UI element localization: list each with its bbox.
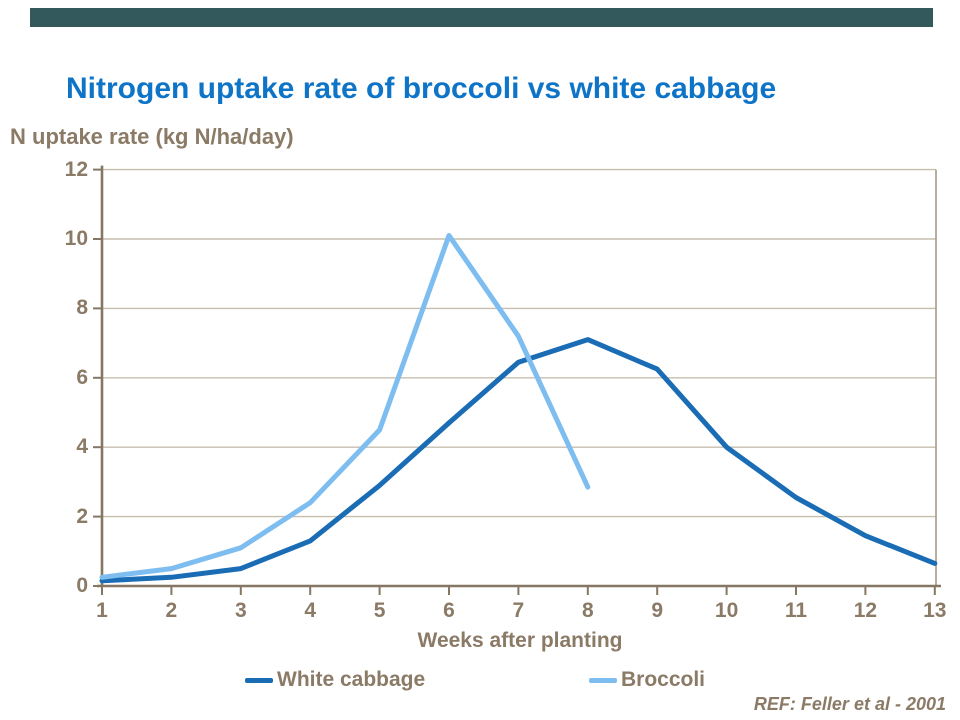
x-tick-label-13: 13 <box>923 599 947 622</box>
x-tick-label-5: 5 <box>373 599 386 622</box>
y-tick-label-2: 2 <box>76 504 88 528</box>
chart-title: Nitrogen uptake rate of broccoli vs whit… <box>66 72 777 105</box>
white-cabbage-line <box>99 337 938 584</box>
x-tick-label-7: 7 <box>512 599 525 622</box>
x-tick-label-3: 3 <box>234 599 247 622</box>
x-tick-label-1: 1 <box>96 599 108 622</box>
broccoli-line <box>99 233 591 580</box>
y-tick-label-0: 0 <box>76 574 88 597</box>
y-tick-label-4: 4 <box>76 435 88 459</box>
x-tick-label-2: 2 <box>165 599 178 622</box>
x-tick-label-10: 10 <box>714 599 739 622</box>
y-axis-title: N uptake rate (kg N/ha/day) <box>10 124 294 149</box>
legend-label-broccoli: Broccoli <box>621 668 706 691</box>
x-tick-label-11: 11 <box>784 599 808 622</box>
legend-item-white-cabbage: White cabbage <box>245 666 425 694</box>
legend-label-white-cabbage: White cabbage <box>277 668 426 691</box>
white-cabbage-line-swatch <box>245 677 273 683</box>
y-tick-label-8: 8 <box>76 296 88 320</box>
legend-item-broccoli: Broccoli <box>589 666 705 694</box>
x-tick-label-8: 8 <box>581 599 594 622</box>
x-axis-title: Weeks after planting <box>417 629 623 652</box>
header-accent-bar <box>30 8 933 27</box>
x-tick-label-12: 12 <box>853 599 878 622</box>
x-tick-label-6: 6 <box>443 599 455 622</box>
x-tick-label-4: 4 <box>304 599 317 622</box>
x-tick-label-9: 9 <box>651 599 664 622</box>
y-tick-label-12: 12 <box>64 157 88 181</box>
y-tick-label-6: 6 <box>76 365 88 389</box>
reference-note: REF: Feller et al - 2001 <box>753 694 946 714</box>
broccoli-line-swatch <box>589 677 617 683</box>
y-tick-label-10: 10 <box>64 227 88 250</box>
legend: White cabbage Broccoli <box>0 666 960 694</box>
